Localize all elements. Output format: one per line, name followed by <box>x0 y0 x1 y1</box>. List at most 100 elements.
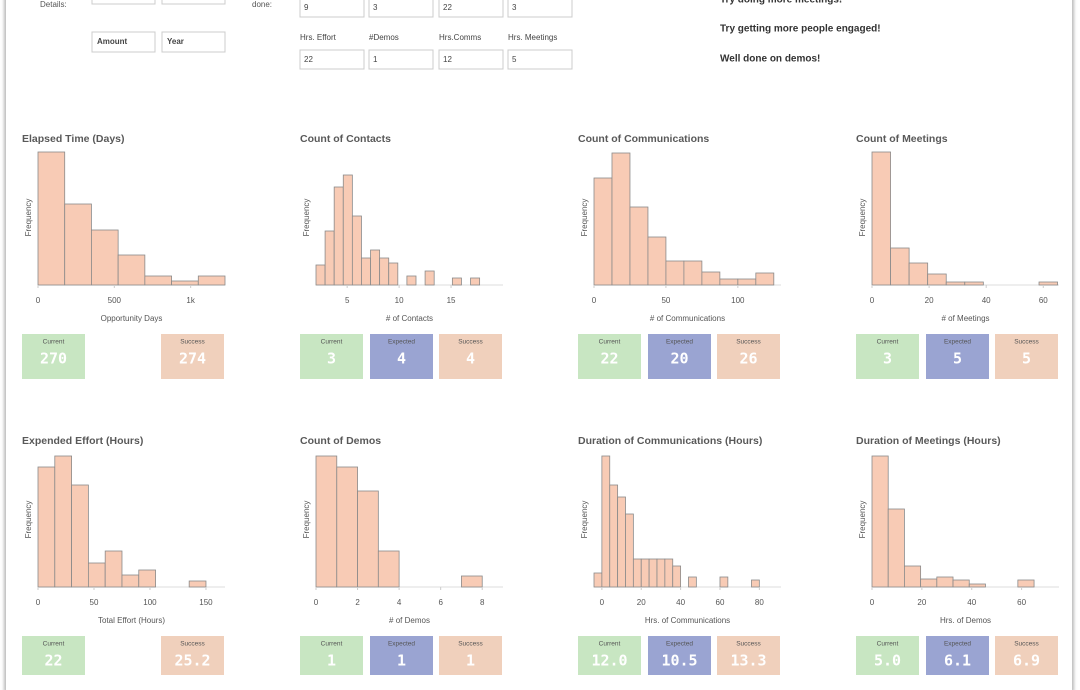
done-input[interactable] <box>299 0 365 18</box>
kpi-value: 3 <box>883 350 892 368</box>
chart-title: Duration of Meetings (Hours) <box>856 435 1001 447</box>
target-value: 22 <box>304 55 313 64</box>
y-axis-label: Frequency <box>302 199 311 237</box>
filter-input[interactable] <box>161 0 226 5</box>
histogram-bar <box>672 565 682 588</box>
histogram-bar <box>632 558 642 588</box>
amount-field[interactable] <box>91 31 156 53</box>
x-tick-label: 60 <box>1039 296 1048 305</box>
kpi-value: 22 <box>600 350 618 368</box>
kpi-value: 13.3 <box>730 652 766 670</box>
kpi-box <box>648 636 711 675</box>
kpi-value: 1 <box>327 652 336 670</box>
histogram-bar <box>968 583 986 588</box>
done-input[interactable] <box>507 0 573 18</box>
x-tick-label: 50 <box>90 598 99 607</box>
kpi-box <box>22 334 85 379</box>
histogram-bar <box>964 281 984 286</box>
x-axis-label: Opportunity Days <box>101 314 163 323</box>
advice-message: Try doing more meetings! <box>720 0 842 6</box>
x-tick-label: 1k <box>186 296 195 305</box>
histogram-bar <box>377 550 400 588</box>
done-input[interactable] <box>438 0 504 18</box>
x-tick-label: 0 <box>870 598 875 607</box>
dashboard: Details: Amount Year done: 9 3 22 3 Hrs. Effort #… <box>22 0 1059 675</box>
kpi-box <box>995 636 1058 675</box>
histogram-bar <box>904 565 922 588</box>
kpi-box <box>300 334 363 379</box>
target-label: Hrs. Meetings <box>508 33 557 42</box>
kpi-value: 4 <box>397 350 406 368</box>
x-tick-label: 5 <box>345 296 350 305</box>
kpi-label: Success <box>458 339 483 346</box>
target-input[interactable] <box>368 49 434 70</box>
x-tick-label: 8 <box>480 598 485 607</box>
kpi-label: Expected <box>388 339 415 346</box>
histogram-bar <box>336 466 358 588</box>
x-tick-label: 80 <box>755 598 764 607</box>
kpi-box <box>578 636 641 675</box>
done-input[interactable] <box>368 0 434 18</box>
target-input[interactable] <box>507 49 573 70</box>
kpi-box <box>717 334 780 379</box>
histogram-bar <box>388 262 399 286</box>
chart-title: Count of Demos <box>300 435 381 447</box>
kpi-label: Current <box>321 641 343 648</box>
kpi-label: Current <box>43 339 65 346</box>
y-axis-label: Frequency <box>24 501 33 539</box>
target-input[interactable] <box>299 49 365 70</box>
kpi-value: 3 <box>327 350 336 368</box>
kpi-value: 1 <box>466 652 475 670</box>
histogram-bar <box>451 277 462 286</box>
histogram-bar <box>871 455 889 588</box>
kpi-value: 22 <box>44 652 62 670</box>
filter-input[interactable] <box>91 0 156 5</box>
x-tick-label: 0 <box>314 598 319 607</box>
histogram-bar <box>890 247 910 286</box>
x-axis-label: # of Contacts <box>386 314 433 323</box>
x-tick-label: 500 <box>108 296 122 305</box>
histogram-bar <box>104 550 123 588</box>
target-input[interactable] <box>438 49 504 70</box>
target-label: #Demos <box>369 33 399 42</box>
histogram-bar <box>611 152 631 286</box>
year-label: Year <box>167 37 184 46</box>
x-tick-label: 20 <box>637 598 646 607</box>
kpi-box <box>370 636 433 675</box>
chart-title: Duration of Communications (Hours) <box>578 435 762 447</box>
histogram-bar <box>171 280 199 286</box>
x-tick-label: 6 <box>438 598 443 607</box>
kpi-box <box>648 334 711 379</box>
histogram-bar <box>357 490 379 588</box>
kpi-label: Expected <box>666 641 693 648</box>
x-tick-label: 0 <box>600 598 605 607</box>
kpi-box <box>926 334 989 379</box>
y-axis-label: Frequency <box>302 501 311 539</box>
kpi-box <box>717 636 780 675</box>
x-axis-label: # of Meetings <box>941 314 989 323</box>
histogram-bar <box>87 562 106 588</box>
histogram-bar <box>593 177 613 286</box>
kpi-label: Current <box>877 641 899 648</box>
histogram-bar <box>625 513 634 588</box>
kpi-label: Expected <box>666 339 693 346</box>
histogram-bar <box>609 484 619 588</box>
year-field[interactable] <box>161 31 226 53</box>
histogram-bar <box>37 151 66 286</box>
x-tick-label: 15 <box>447 296 456 305</box>
kpi-label: Success <box>736 339 761 346</box>
kpi-value: 12.0 <box>591 652 627 670</box>
kpi-box <box>370 334 433 379</box>
histogram-bar <box>315 455 338 588</box>
histogram-bar <box>920 578 938 588</box>
kpi-label: Success <box>180 339 205 346</box>
done-value: 22 <box>443 3 452 12</box>
kpi-box <box>439 636 502 675</box>
histogram-bar <box>379 257 390 286</box>
x-axis-label: Hrs. of Demos <box>940 616 991 625</box>
histogram-bar <box>1038 281 1058 286</box>
kpi-box <box>161 334 224 379</box>
histogram-bar <box>197 275 226 286</box>
kpi-box <box>578 334 641 379</box>
histogram-bar <box>121 574 140 588</box>
